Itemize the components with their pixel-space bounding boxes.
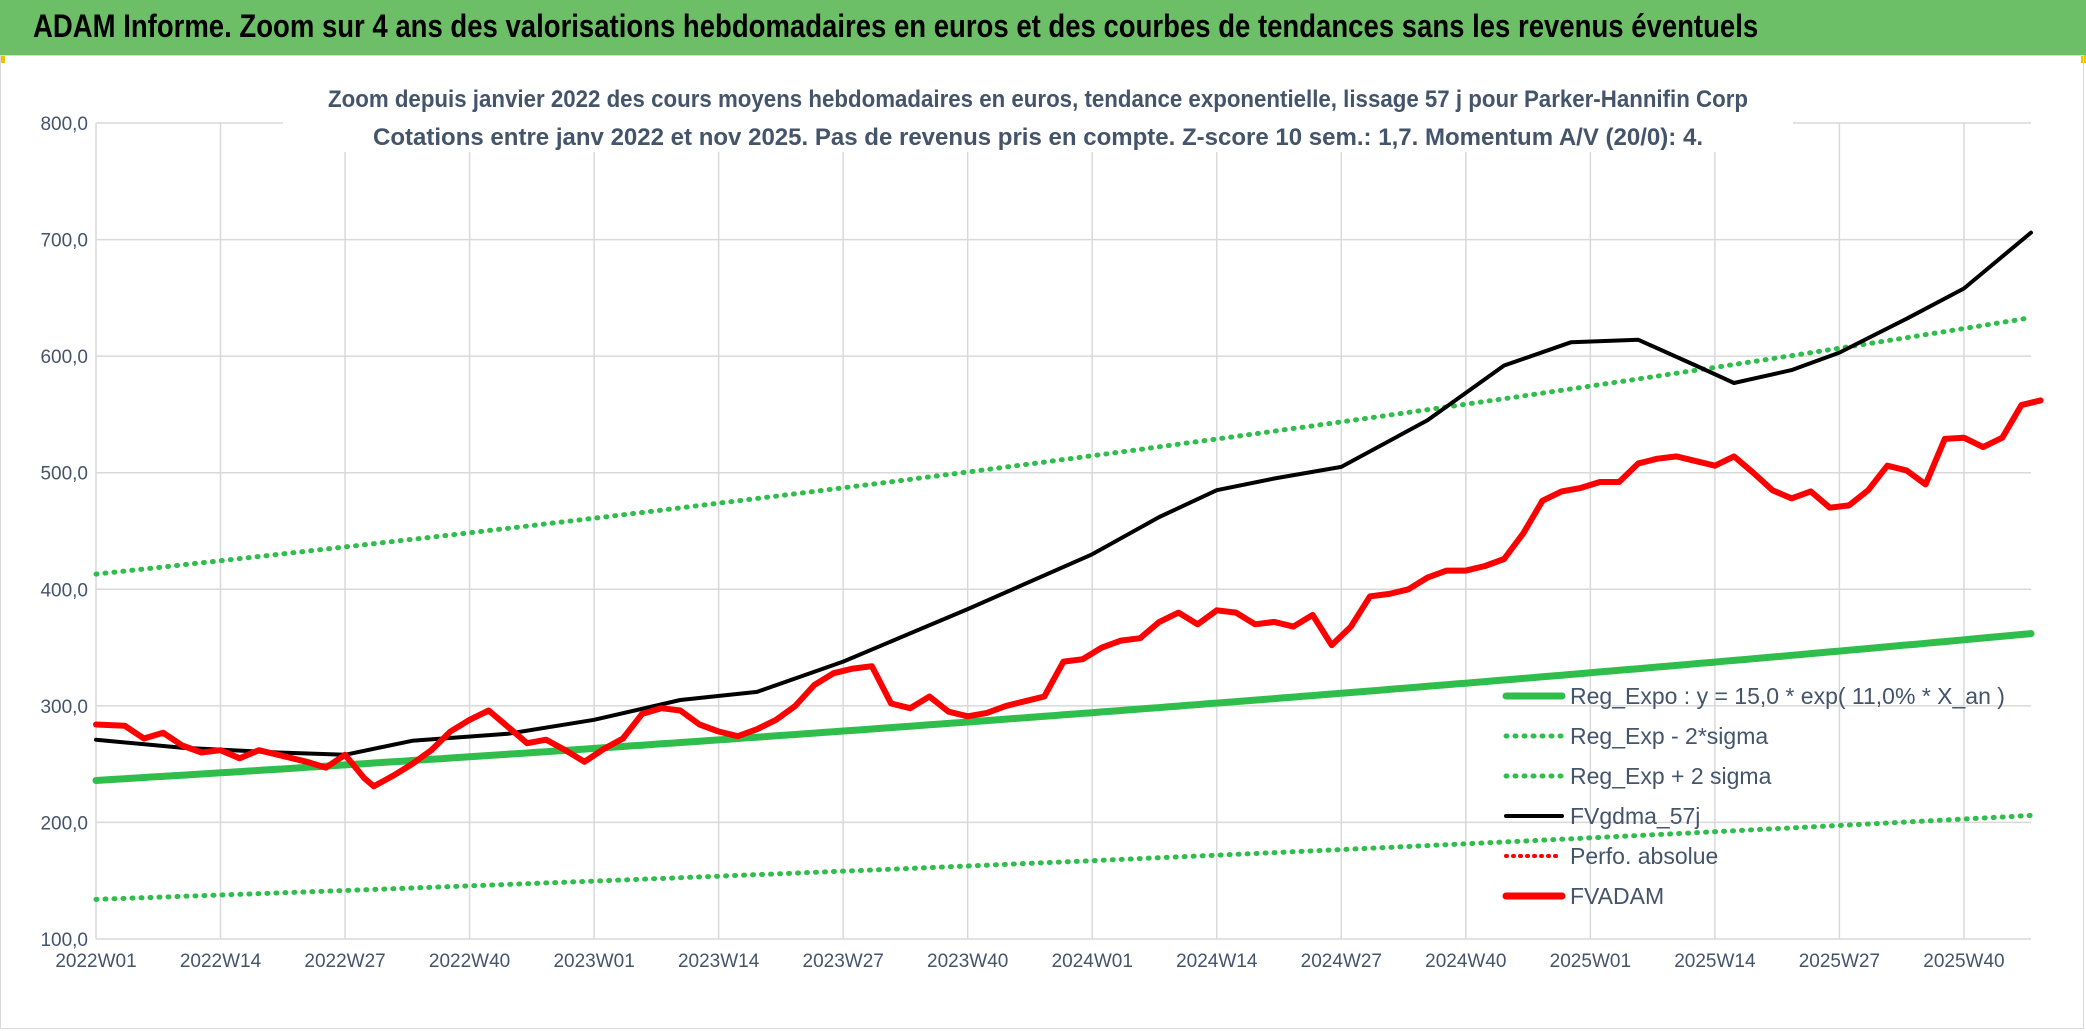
y-tick-label: 500,0: [40, 464, 88, 485]
x-tick-label: 2023W01: [553, 951, 634, 972]
legend-label-reg_expo: Reg_Expo : y = 15,0 * exp( 11,0% * X_an …: [1570, 683, 2005, 709]
grid-lines: [95, 122, 2031, 940]
x-tick-label: 2024W27: [1301, 951, 1382, 972]
x-tick-label: 2023W40: [927, 951, 1008, 972]
series-line-reg_plus: [93, 315, 2034, 577]
x-tick-label: 2025W01: [1550, 951, 1631, 972]
legend-label-reg_plus: Reg_Exp + 2 sigma: [1570, 763, 1772, 789]
y-tick-label: 800,0: [40, 114, 88, 135]
x-axis-tick-labels: 2022W01 2022W14 2022W27 2022W40 2023W01 2023W…: [55, 951, 2004, 972]
x-tick-label: 2025W27: [1799, 951, 1880, 972]
series-line-reg_minus: [93, 812, 2034, 902]
y-tick-label: 600,0: [40, 347, 88, 368]
x-tick-label: 2022W01: [55, 951, 136, 972]
x-tick-label: 2022W14: [180, 951, 262, 972]
legend-label-fvadam: FVADAM: [1570, 883, 1664, 909]
report-banner: ADAM Informe. Zoom sur 4 ans des valoris…: [0, 0, 2086, 55]
x-tick-label: 2025W40: [1923, 951, 2004, 972]
legend-label-perfo: Perfo. absolue: [1570, 843, 1718, 869]
chart-title-line-1: Zoom depuis janvier 2022 des cours moyen…: [328, 86, 1748, 113]
x-tick-label: 2022W27: [304, 951, 385, 972]
chart-title-line-2: Cotations entre janv 2022 et nov 2025. P…: [373, 124, 1703, 151]
y-axis-tick-labels: 800,0 700,0 600,0 500,0 400,0 300,0 200,0 100,0: [40, 114, 88, 951]
chart-title: Zoom depuis janvier 2022 des cours moyen…: [283, 78, 1793, 152]
legend-label-reg_minus: Reg_Exp - 2*sigma: [1570, 723, 1768, 749]
chart-area: 800,0 700,0 600,0 500,0 400,0 300,0 200,0 100,0…: [0, 55, 2084, 1029]
x-tick-label: 2023W14: [678, 951, 760, 972]
frame-corner-left: [0, 55, 5, 63]
chart-legend: Reg_Expo : y = 15,0 * exp( 11,0% * X_an …: [1502, 683, 2005, 909]
x-tick-label: 2024W01: [1052, 951, 1133, 972]
series-line-fv57: [94, 230, 2033, 757]
y-tick-label: 300,0: [40, 697, 88, 718]
legend-label-fv57: FVgdma_57j: [1570, 803, 1700, 829]
y-tick-label: 400,0: [40, 580, 88, 601]
y-tick-label: 100,0: [40, 930, 88, 951]
x-tick-label: 2024W40: [1425, 951, 1506, 972]
x-tick-label: 2022W40: [429, 951, 510, 972]
y-tick-label: 200,0: [40, 813, 88, 834]
x-tick-label: 2023W27: [803, 951, 884, 972]
report-banner-title: ADAM Informe. Zoom sur 4 ans des valoris…: [33, 8, 1759, 44]
chart-svg: 800,0 700,0 600,0 500,0 400,0 300,0 200,0 100,0…: [40, 78, 2044, 972]
x-tick-label: 2025W14: [1674, 951, 1756, 972]
x-tick-label: 2024W14: [1176, 951, 1258, 972]
chart-series: [92, 230, 2044, 902]
series-line-fvadam: [93, 397, 2044, 790]
chart-title-background: [283, 78, 1793, 152]
y-tick-label: 700,0: [40, 231, 88, 252]
